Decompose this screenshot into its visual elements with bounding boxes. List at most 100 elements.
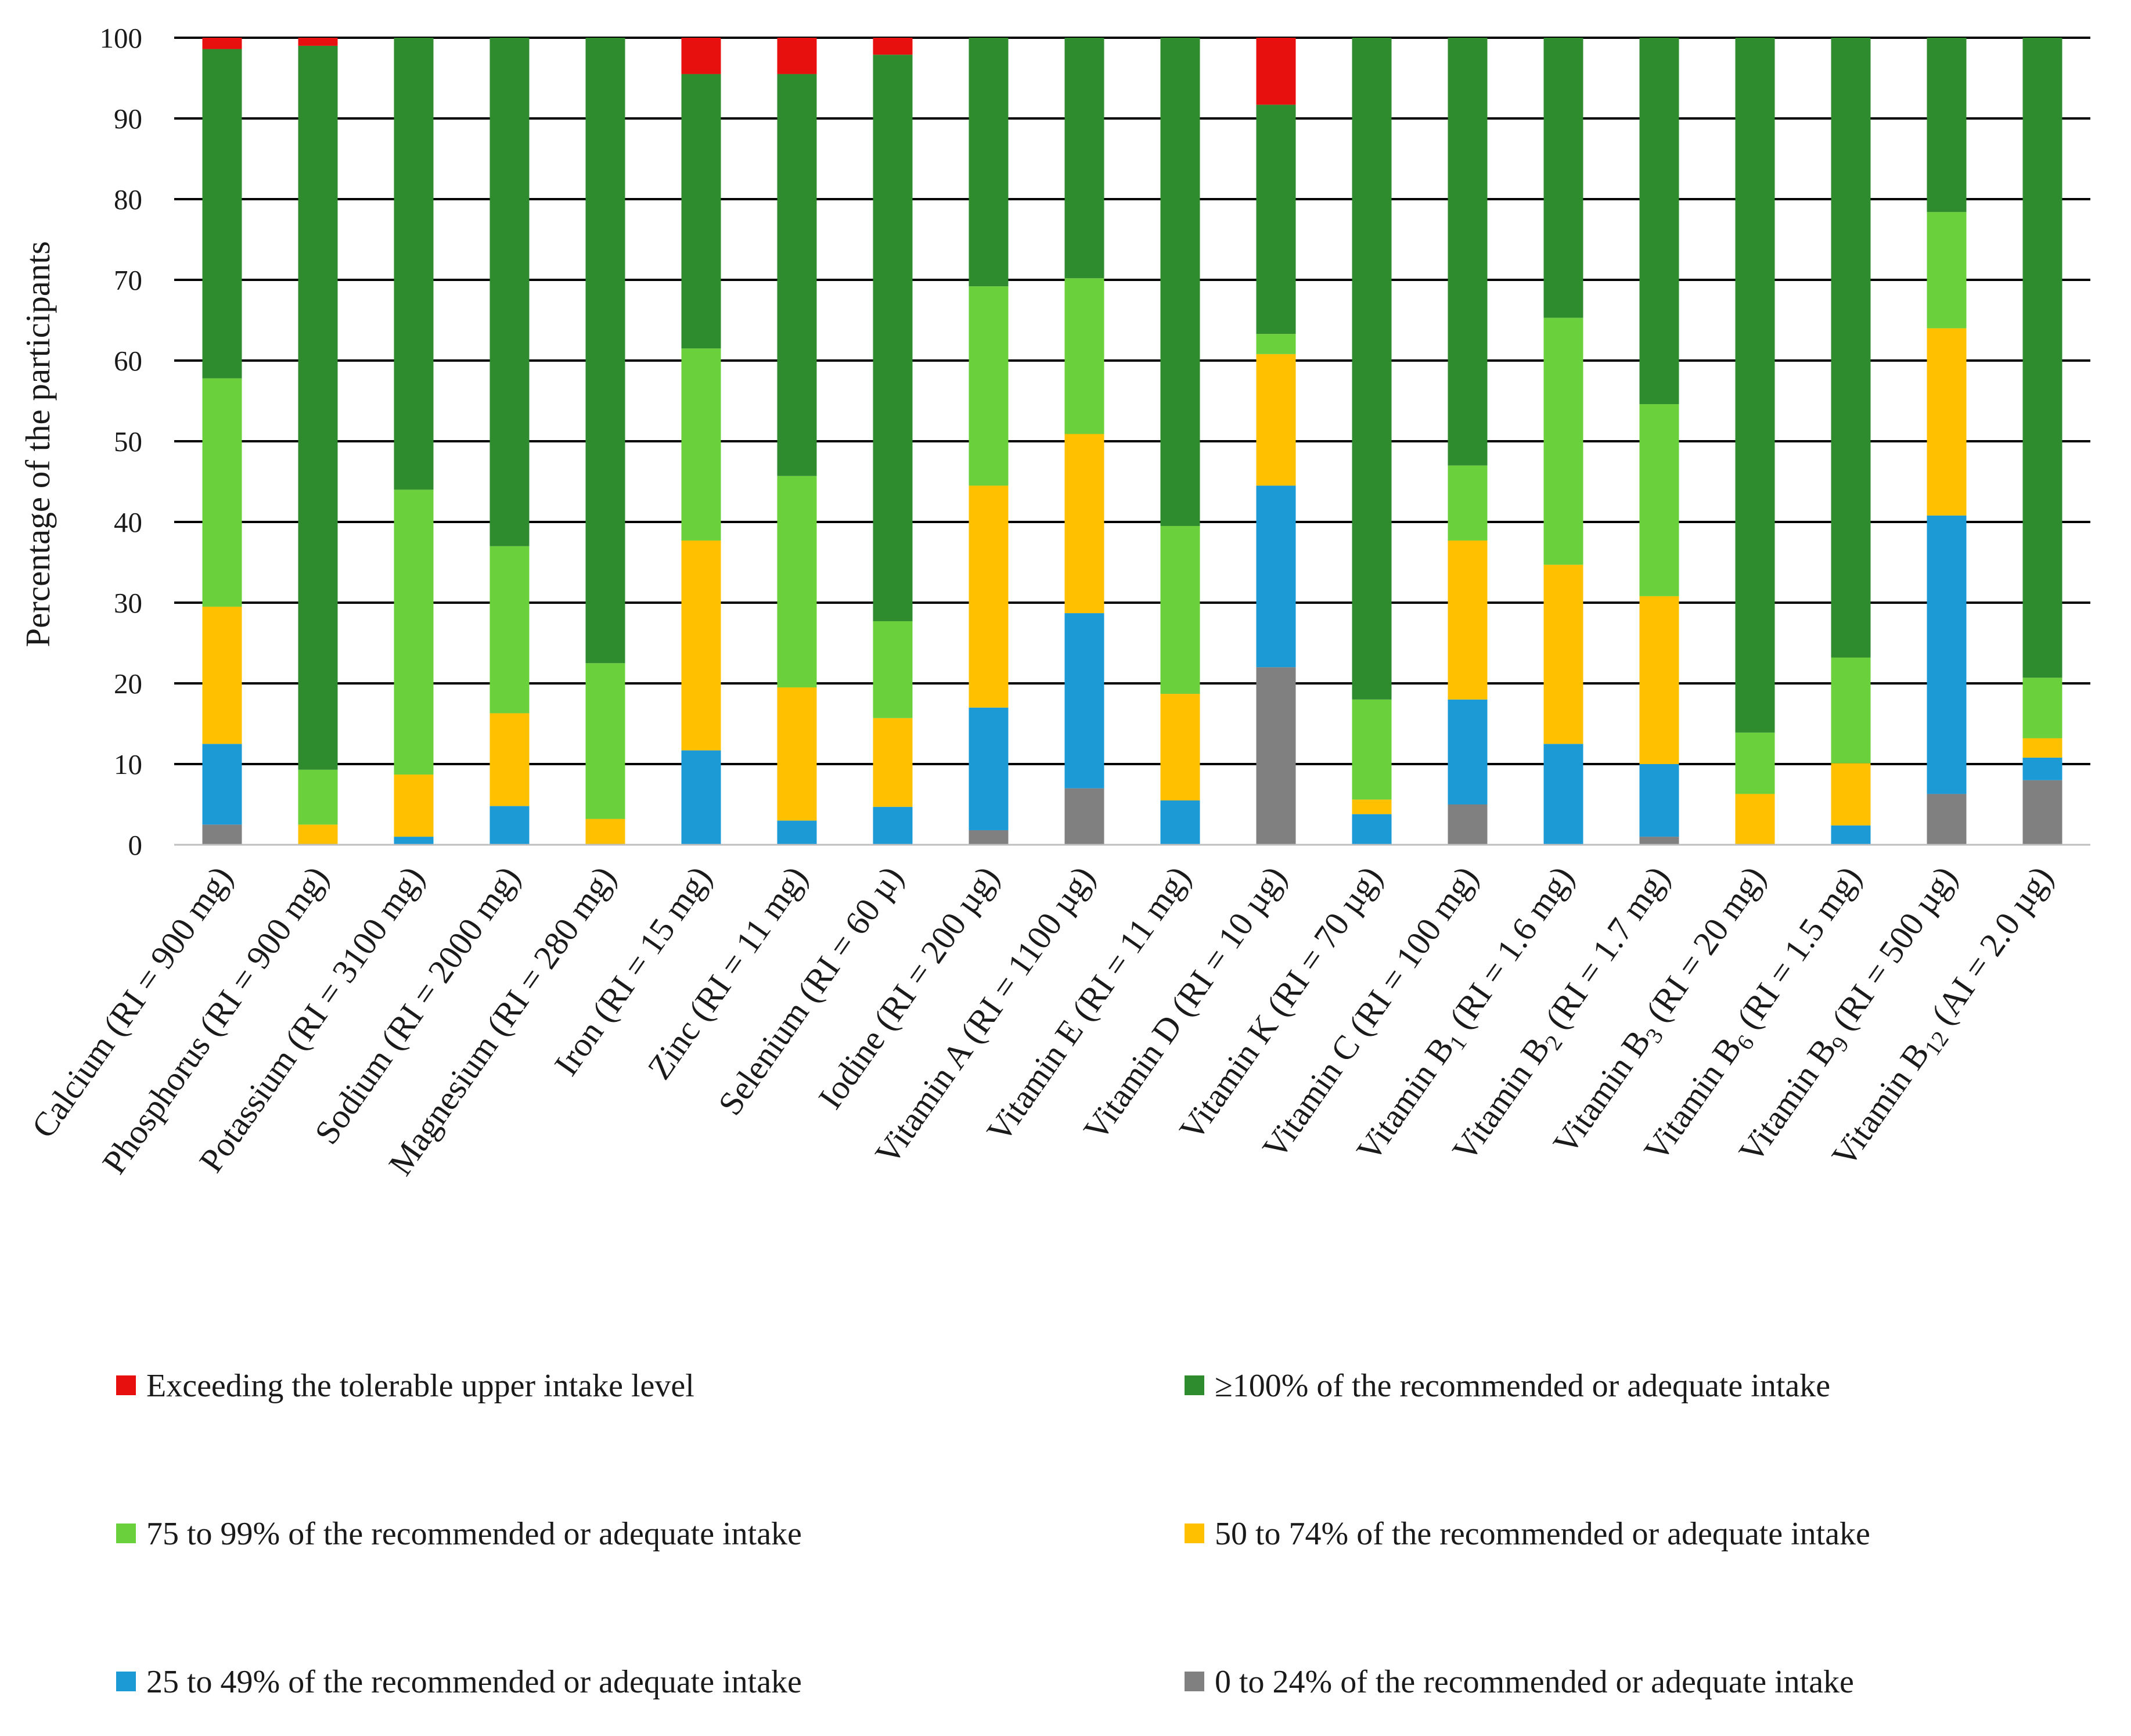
y-tick-label: 80 xyxy=(114,183,142,215)
legend: Exceeding the tolerable upper intake lev… xyxy=(116,1368,1870,1700)
bar-segment xyxy=(1352,799,1392,815)
bar-segment xyxy=(2022,738,2062,758)
bar-segment xyxy=(1831,825,1871,845)
bar-segment xyxy=(1831,657,1871,763)
y-tick-label: 60 xyxy=(114,345,142,377)
y-axis-label: Percentage of the participants xyxy=(19,241,57,647)
legend-label: 0 to 24% of the recommended or adequate … xyxy=(1215,1664,1854,1700)
legend-swatch xyxy=(116,1672,136,1691)
gridlines xyxy=(174,37,2090,765)
bar-segment xyxy=(1927,515,1967,794)
bar-segment xyxy=(969,830,1009,845)
bar-segment xyxy=(2022,757,2062,780)
bar-segment xyxy=(681,348,721,541)
bar-segment xyxy=(681,750,721,845)
bar-segment xyxy=(1256,485,1296,668)
bar-segment xyxy=(1064,613,1104,788)
bar-segment xyxy=(1927,794,1967,845)
bar-segment xyxy=(585,38,625,664)
bar-segment xyxy=(298,45,338,770)
bar-segment xyxy=(873,621,913,718)
bar-segment xyxy=(1543,318,1583,565)
bar-segment xyxy=(969,38,1009,287)
y-tick-label: 20 xyxy=(114,668,142,700)
bar-segment xyxy=(585,819,625,845)
legend-label: Exceeding the tolerable upper intake lev… xyxy=(146,1368,694,1404)
legend-swatch xyxy=(1185,1375,1204,1395)
legend-swatch xyxy=(116,1375,136,1395)
legend-label: ≥100% of the recommended or adequate int… xyxy=(1215,1368,1830,1404)
bar-segment xyxy=(1160,38,1200,526)
bar-segment xyxy=(202,378,242,607)
y-tick-label: 0 xyxy=(128,829,143,861)
bar-segment xyxy=(1448,699,1488,805)
legend-label: 50 to 74% of the recommended or adequate… xyxy=(1215,1516,1870,1552)
bar-segment xyxy=(1831,38,1871,658)
bar-segment xyxy=(1639,38,1679,405)
bar-segment xyxy=(1448,804,1488,845)
legend-swatch xyxy=(1185,1523,1204,1543)
bar-segment xyxy=(1735,794,1775,845)
bar-segment xyxy=(1448,465,1488,541)
bar-segment xyxy=(1735,732,1775,794)
bar-segment xyxy=(777,38,817,74)
bar-segment xyxy=(1831,763,1871,826)
bar-segment xyxy=(1543,564,1583,744)
legend-label: 25 to 49% of the recommended or adequate… xyxy=(146,1664,802,1700)
bar-segment xyxy=(1352,38,1392,700)
bar-segment xyxy=(873,718,913,807)
bar-segment xyxy=(394,38,434,490)
bar-segment xyxy=(202,744,242,825)
bar-segment xyxy=(2022,678,2062,739)
bar-segment xyxy=(394,837,434,845)
bar-segment xyxy=(1256,667,1296,845)
bar-segment xyxy=(969,485,1009,708)
bar-segment xyxy=(1639,404,1679,596)
bar-segment xyxy=(1064,278,1104,434)
bar-segment xyxy=(777,687,817,821)
bar-segment xyxy=(1639,596,1679,764)
bar-segment xyxy=(1160,525,1200,694)
legend-label: 75 to 99% of the recommended or adequate… xyxy=(146,1516,802,1552)
y-tick-labels: 0 10 20 30 40 50 60 70 80 90 100 xyxy=(100,22,143,861)
bar-segment xyxy=(1064,788,1104,845)
bar-segment xyxy=(873,55,913,621)
y-tick-label: 70 xyxy=(114,264,142,296)
bar-segment xyxy=(681,38,721,74)
bar-segment xyxy=(394,775,434,837)
bar-segment xyxy=(873,806,913,845)
bar-segment xyxy=(777,476,817,687)
y-tick-label: 100 xyxy=(100,22,143,54)
bars xyxy=(202,38,2062,845)
y-tick-label: 30 xyxy=(114,587,142,619)
bar-segment xyxy=(489,38,530,546)
bar-segment xyxy=(681,540,721,751)
bar-segment xyxy=(969,286,1009,486)
bar-segment xyxy=(2022,38,2062,678)
y-tick-label: 40 xyxy=(114,506,142,538)
bar-segment xyxy=(1352,814,1392,845)
bar-segment xyxy=(202,49,242,379)
bar-segment xyxy=(777,820,817,845)
bar-segment xyxy=(1448,540,1488,700)
bar-segment xyxy=(1064,38,1104,279)
bar-segment xyxy=(1256,334,1296,354)
bar-segment xyxy=(969,707,1009,830)
bar-segment xyxy=(1448,38,1488,466)
bar-segment xyxy=(394,489,434,775)
bar-segment xyxy=(1256,38,1296,105)
bar-segment xyxy=(1543,744,1583,845)
bar-segment xyxy=(1927,38,1967,213)
bar-segment xyxy=(489,713,530,806)
bar-segment xyxy=(1160,800,1200,845)
bar-segment xyxy=(202,606,242,744)
bar-segment xyxy=(202,824,242,845)
y-tick-label: 50 xyxy=(114,426,142,458)
y-tick-label: 10 xyxy=(114,748,142,780)
bar-segment xyxy=(489,806,530,845)
bar-segment xyxy=(298,769,338,825)
bar-segment xyxy=(681,74,721,349)
bar-segment xyxy=(1639,837,1679,845)
x-category-label: Selenium (RI = 60 µ) xyxy=(711,859,911,1122)
bar-segment xyxy=(298,38,338,46)
